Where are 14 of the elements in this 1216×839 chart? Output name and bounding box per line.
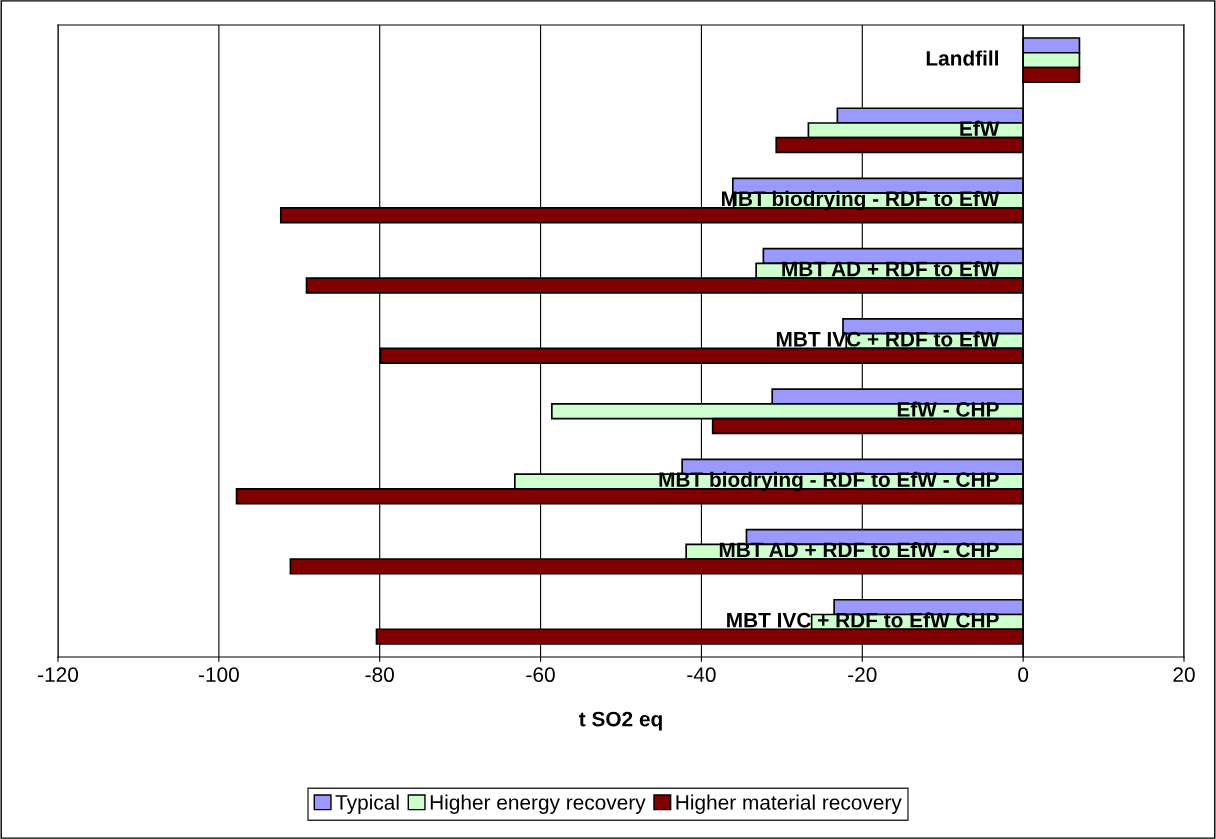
x-tick-label: 20 bbox=[1173, 667, 1195, 683]
x-tick-label: 0 bbox=[1018, 667, 1029, 683]
x-tick-label: -60 bbox=[526, 667, 555, 683]
legend-label: Typical bbox=[335, 794, 399, 814]
legend-label: Higher material recovery bbox=[676, 794, 902, 814]
x-tick-label: -80 bbox=[365, 667, 394, 683]
y-tick-label: Landfill bbox=[926, 50, 998, 66]
y-tick-label: EfW bbox=[960, 120, 1000, 136]
x-tick-label: -120 bbox=[38, 667, 79, 683]
x-tick-label: -100 bbox=[198, 667, 239, 683]
x-axis-title: t SO2 eq bbox=[579, 711, 662, 731]
x-tick-label: -20 bbox=[848, 667, 877, 683]
legend-label: Higher energy recovery bbox=[430, 794, 646, 814]
x-tick-label: -40 bbox=[687, 667, 716, 683]
